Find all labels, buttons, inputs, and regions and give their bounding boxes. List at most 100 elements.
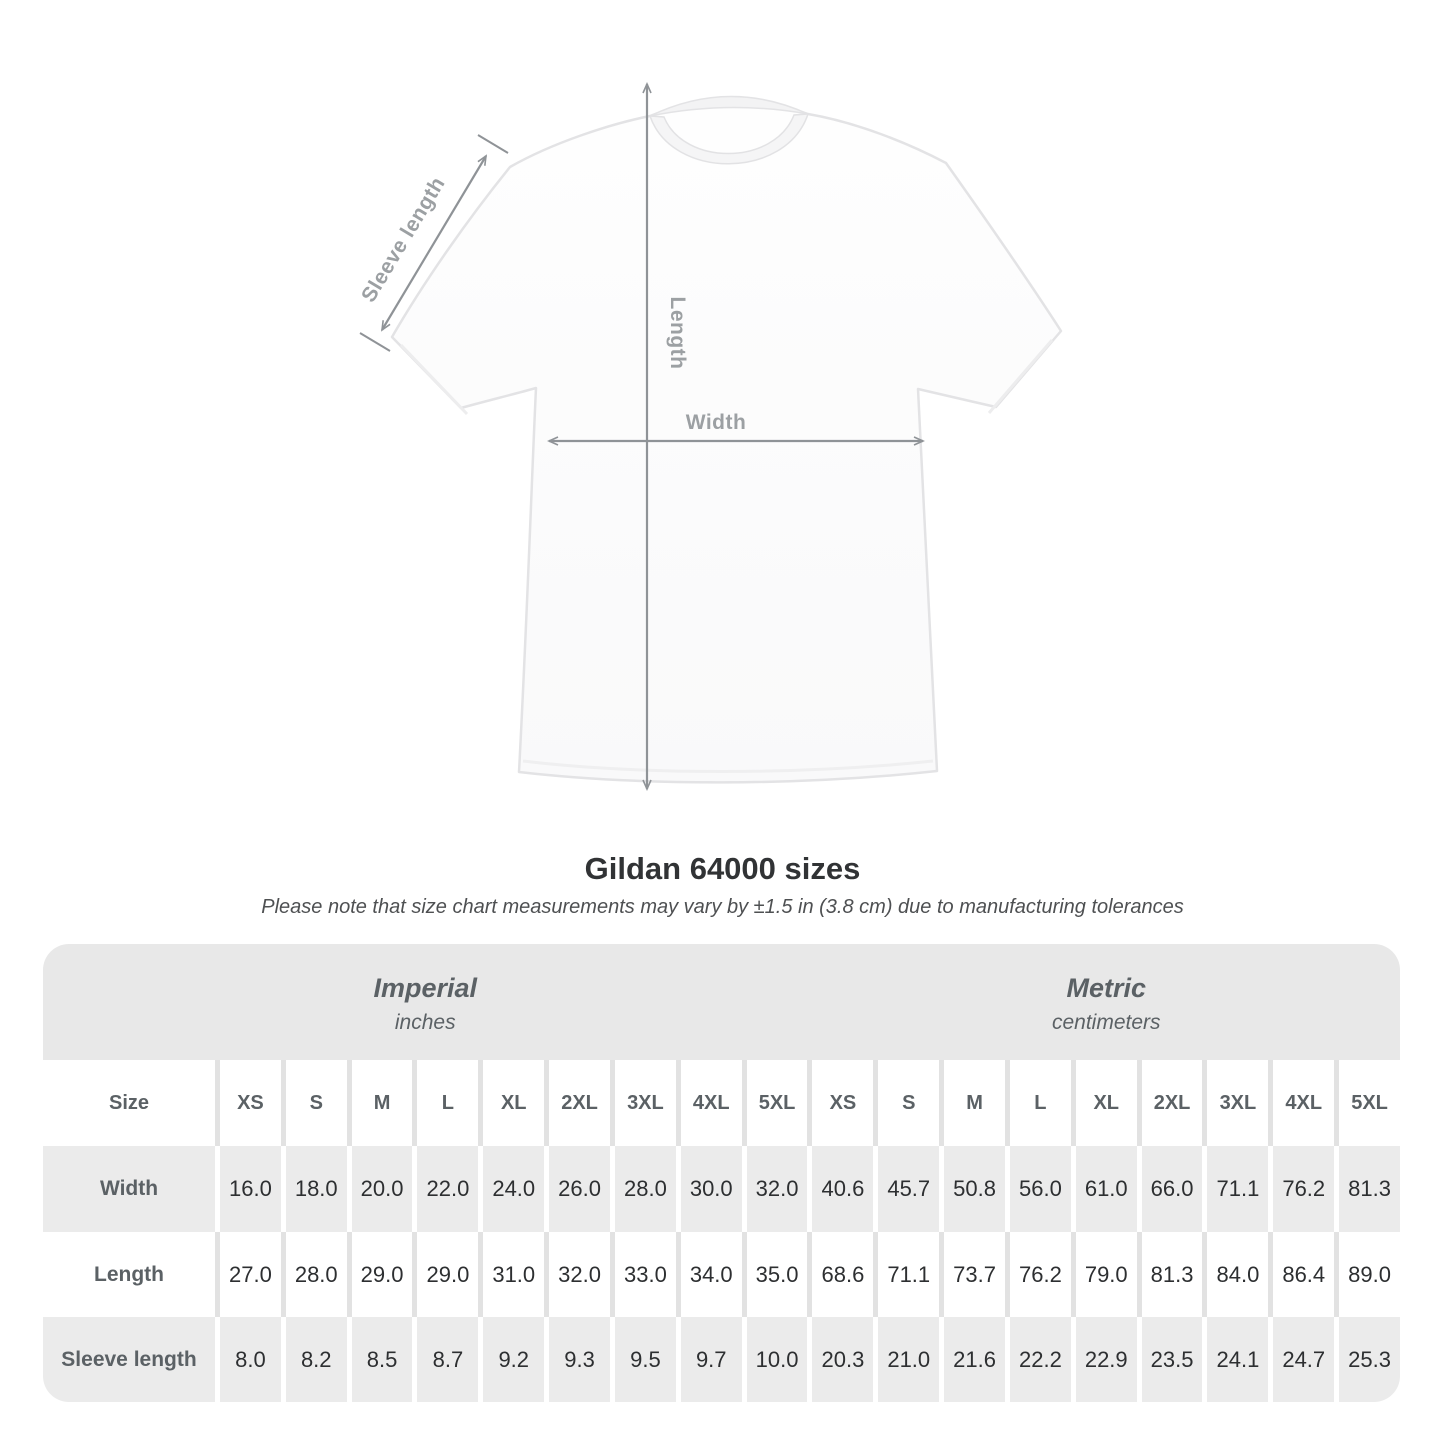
width-imperial-l: 22.0 xyxy=(417,1146,479,1232)
length-imperial-xl: 31.0 xyxy=(483,1232,545,1317)
width-metric-3xl: 71.1 xyxy=(1207,1146,1269,1232)
sleeve-imperial-3xl: 9.5 xyxy=(614,1317,676,1402)
size-col-imperial-l: L xyxy=(417,1060,479,1146)
table-row-length: Length 27.0 28.0 29.0 29.0 31.0 32.0 33.… xyxy=(43,1232,1400,1317)
sleeve-metric-l: 22.2 xyxy=(1009,1317,1071,1402)
tolerance-note: Please note that size chart measurements… xyxy=(261,896,1184,918)
sleeve-metric-3xl: 24.1 xyxy=(1207,1317,1269,1402)
size-col-imperial-xs: XS xyxy=(220,1060,281,1146)
width-metric-xl: 61.0 xyxy=(1075,1146,1137,1232)
hem-seam xyxy=(522,759,934,773)
sleeve-metric-m: 21.6 xyxy=(944,1317,1005,1402)
page-title: Gildan 64000 sizes xyxy=(584,851,861,886)
length-metric-5xl: 89.0 xyxy=(1339,1232,1400,1317)
sleeve-imperial-4xl: 9.7 xyxy=(680,1317,742,1402)
size-col-metric-3xl: 3XL xyxy=(1207,1060,1269,1146)
tshirt-neckband xyxy=(648,113,810,165)
size-col-metric-4xl: 4XL xyxy=(1273,1060,1335,1146)
sleeve-imperial-xs: 8.0 xyxy=(220,1317,281,1402)
sleeve-length-arrow xyxy=(380,154,488,332)
sleeve-metric-xs: 20.3 xyxy=(812,1317,874,1402)
length-imperial-xs: 27.0 xyxy=(220,1232,281,1317)
sleeve-imperial-2xl: 9.3 xyxy=(549,1317,610,1402)
sleeve-arrow-cap-top xyxy=(477,134,509,154)
sleeve-imperial-m: 8.5 xyxy=(351,1317,413,1402)
length-label: Length xyxy=(666,297,689,370)
sleeve-metric-xl: 22.9 xyxy=(1075,1317,1137,1402)
size-col-metric-xl: XL xyxy=(1075,1060,1137,1146)
width-imperial-xs: 16.0 xyxy=(220,1146,281,1232)
width-metric-s: 45.7 xyxy=(878,1146,940,1232)
sleeve-imperial-l: 8.7 xyxy=(417,1317,479,1402)
sleeve-metric-4xl: 24.7 xyxy=(1273,1317,1335,1402)
size-col-imperial-m: M xyxy=(351,1060,413,1146)
width-metric-5xl: 81.3 xyxy=(1339,1146,1400,1232)
width-imperial-3xl: 28.0 xyxy=(614,1146,676,1232)
size-header-label: Size xyxy=(43,1060,215,1146)
length-metric-s: 71.1 xyxy=(878,1232,940,1317)
length-metric-2xl: 81.3 xyxy=(1141,1232,1203,1317)
right-cuff-seam xyxy=(987,339,1054,414)
imperial-group-header: Imperial inches xyxy=(43,944,808,1060)
sleeve-imperial-xl: 9.2 xyxy=(483,1317,545,1402)
size-col-metric-2xl: 2XL xyxy=(1141,1060,1203,1146)
sleeve-arrow-cap-bottom xyxy=(359,332,391,352)
sleeve-metric-5xl: 25.3 xyxy=(1339,1317,1400,1402)
imperial-unit: inches xyxy=(394,1011,456,1034)
width-metric-2xl: 66.0 xyxy=(1141,1146,1203,1232)
length-metric-l: 76.2 xyxy=(1009,1232,1071,1317)
table-row-width: Width 16.0 18.0 20.0 22.0 24.0 26.0 28.0… xyxy=(43,1146,1400,1232)
length-imperial-3xl: 33.0 xyxy=(614,1232,676,1317)
metric-title: Metric xyxy=(1066,973,1147,1003)
length-imperial-2xl: 32.0 xyxy=(549,1232,610,1317)
tshirt-body-shape xyxy=(390,100,1063,784)
metric-unit: centimeters xyxy=(1051,1011,1161,1034)
size-col-imperial-3xl: 3XL xyxy=(614,1060,676,1146)
metric-group-header: Metric centimeters xyxy=(813,944,1401,1060)
width-metric-l: 56.0 xyxy=(1009,1146,1071,1232)
left-cuff-seam xyxy=(399,343,469,416)
length-imperial-s: 28.0 xyxy=(285,1232,347,1317)
sleeve-metric-s: 21.0 xyxy=(878,1317,940,1402)
width-imperial-m: 20.0 xyxy=(351,1146,413,1232)
sleeve-metric-2xl: 23.5 xyxy=(1141,1317,1203,1402)
size-col-imperial-s: S xyxy=(285,1060,347,1146)
row-label-length: Length xyxy=(43,1232,215,1317)
width-label: Width xyxy=(686,411,747,434)
row-label-sleeve-length: Sleeve length xyxy=(43,1317,215,1402)
size-col-metric-m: M xyxy=(944,1060,1005,1146)
size-table: Imperial inches Metric centimeters Size … xyxy=(43,944,1400,1402)
width-imperial-4xl: 30.0 xyxy=(680,1146,742,1232)
size-col-imperial-2xl: 2XL xyxy=(549,1060,610,1146)
width-metric-m: 50.8 xyxy=(944,1146,1005,1232)
unit-band: Imperial inches Metric centimeters xyxy=(43,944,1400,1060)
size-col-metric-xs: XS xyxy=(812,1060,874,1146)
length-imperial-5xl: 35.0 xyxy=(746,1232,808,1317)
size-col-imperial-4xl: 4XL xyxy=(680,1060,742,1146)
size-col-imperial-xl: XL xyxy=(483,1060,545,1146)
sleeve-imperial-5xl: 10.0 xyxy=(746,1317,808,1402)
size-col-metric-l: L xyxy=(1009,1060,1071,1146)
sleeve-imperial-s: 8.2 xyxy=(285,1317,347,1402)
length-imperial-l: 29.0 xyxy=(417,1232,479,1317)
width-metric-4xl: 76.2 xyxy=(1273,1146,1335,1232)
size-col-metric-5xl: 5XL xyxy=(1339,1060,1400,1146)
width-imperial-s: 18.0 xyxy=(285,1146,347,1232)
width-imperial-5xl: 32.0 xyxy=(746,1146,808,1232)
length-metric-xl: 79.0 xyxy=(1075,1232,1137,1317)
width-imperial-xl: 24.0 xyxy=(483,1146,545,1232)
length-metric-xs: 68.6 xyxy=(812,1232,874,1317)
length-imperial-m: 29.0 xyxy=(351,1232,413,1317)
tshirt-measurement-diagram: Sleeve length Length Width xyxy=(357,82,1063,791)
table-row-sleeve-length: Sleeve length 8.0 8.2 8.5 8.7 9.2 9.3 9.… xyxy=(43,1317,1400,1402)
row-label-width: Width xyxy=(43,1146,215,1232)
size-header-row: Size XS S M L XL 2XL 3XL 4XL 5XL XS S M … xyxy=(43,1060,1400,1146)
width-imperial-2xl: 26.0 xyxy=(549,1146,610,1232)
length-metric-4xl: 86.4 xyxy=(1273,1232,1335,1317)
length-metric-3xl: 84.0 xyxy=(1207,1232,1269,1317)
imperial-title: Imperial xyxy=(373,973,478,1003)
length-imperial-4xl: 34.0 xyxy=(680,1232,742,1317)
length-metric-m: 73.7 xyxy=(944,1232,1005,1317)
width-metric-xs: 40.6 xyxy=(812,1146,874,1232)
